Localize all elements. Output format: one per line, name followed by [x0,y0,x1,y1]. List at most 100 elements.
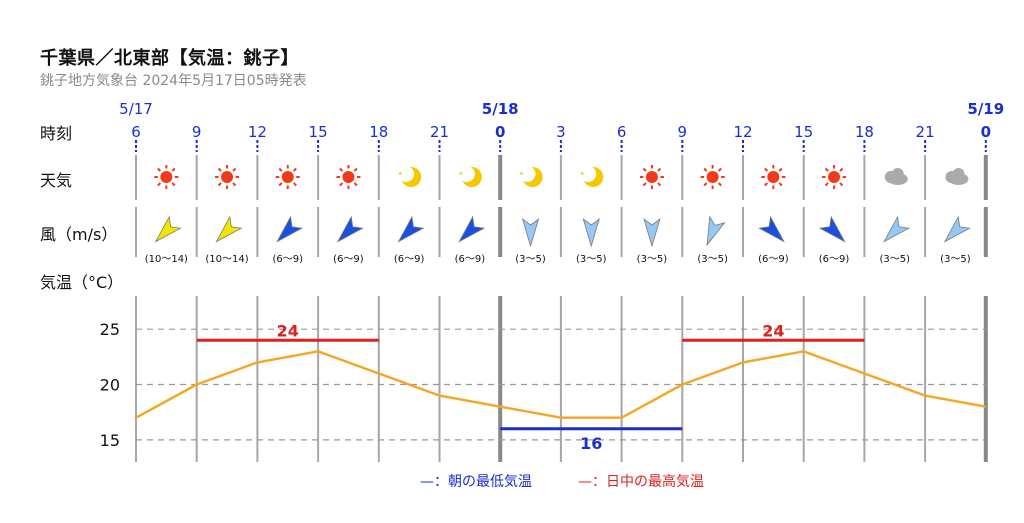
cloud-part [952,168,965,180]
hour-label: 18 [855,123,874,141]
hour-label: 15 [794,123,813,141]
sun-ray [232,182,237,187]
sun-ray [278,167,283,172]
sun-ray [764,167,769,172]
moon-shadow [458,166,475,182]
wind-arrow-icon [643,217,661,248]
sun-core [342,171,355,183]
page-title: 千葉県／北東部【気温：銚子】 [40,48,299,69]
wind-arrow-icon [582,217,600,248]
cloud-icon [884,168,908,185]
hour-label: 0 [495,123,505,141]
wind-arrow-icon [458,215,486,243]
cloud-part [891,168,904,180]
wind-arrow-shape [943,215,971,243]
sun-icon [700,165,725,189]
sun-icon [154,165,179,189]
sun-core [767,171,780,183]
legend-max: —：日中の最高気温 [578,473,704,490]
sun-ray [293,182,297,187]
wind-arrow-icon [397,215,425,243]
sun-core [160,171,173,183]
max-temp-label: 24 [762,321,784,340]
moon-icon [519,166,543,187]
moon-icon [458,166,482,187]
sun-ray [657,167,662,172]
wind-arrow-icon [215,215,243,243]
sun-ray [353,167,358,172]
sun-ray [339,182,344,187]
moon-shadow [519,166,536,182]
sun-ray [778,167,783,172]
wind-speed-label: (6〜9) [819,254,850,265]
hour-label: 9 [678,123,688,141]
moon-star [519,171,524,175]
sun-ray [839,167,844,172]
sun-core [706,171,719,183]
issuer-subtitle: 銚子地方気象台 2024年5月17日05時発表 [40,73,307,89]
moon-star [580,171,585,175]
wind-speed-label: (3〜5) [576,254,607,265]
sun-ray [157,182,162,187]
wind-arrow-shape [154,215,182,243]
y-tick-label: 20 [100,376,120,395]
moon-star [458,171,463,175]
wind-arrow-icon [521,217,540,248]
time-row-label: 時刻 [40,124,72,143]
sun-ray [657,182,662,187]
sun-ray [217,167,222,172]
sun-ray [717,167,722,172]
sun-icon [336,165,361,189]
wind-arrow-shape [458,215,486,243]
hour-label: 15 [309,123,328,141]
wind-speed-label: (3〜5) [515,254,546,265]
sun-icon [639,165,664,189]
sun-ray [824,182,829,187]
hour-label: 6 [617,123,627,141]
wind-arrow-shape [757,215,785,243]
wind-speed-label: (6〜9) [272,254,303,265]
sun-ray [839,182,844,187]
wind-speed-label: (3〜5) [940,254,971,265]
wind-speed-label: (6〜9) [455,254,486,265]
wind-arrow-shape [883,215,911,243]
weather-row-label: 天気 [40,171,72,190]
sun-ray [232,167,237,172]
sun-ray [278,182,283,187]
sun-ray [717,182,722,187]
wind-arrow-shape [276,215,304,243]
hour-label: 6 [131,123,141,141]
wind-speed-label: (10〜14) [145,254,188,265]
wind-arrow-icon [336,215,364,243]
wind-arrow-shape [582,217,600,248]
sun-ray [824,167,829,172]
sun-icon [215,165,240,189]
wind-speed-label: (10〜14) [205,254,248,265]
max-temp-label: 24 [277,321,299,340]
hour-label: 0 [981,123,991,141]
moon-shadow [580,166,597,182]
sun-ray [353,182,358,187]
wind-arrow-icon [706,215,726,247]
moon-star [398,171,403,175]
wind-speed-label: (6〜9) [758,254,789,265]
wind-arrow-shape [336,215,364,243]
min-temp-label: 16 [580,434,602,453]
hour-label: 12 [248,123,267,141]
date-label: 5/17 [119,100,153,118]
wind-arrow-shape [706,215,726,247]
legend-min: —：朝の最低気温 [420,474,532,490]
wind-arrow-icon [883,215,911,243]
wind-arrow-shape [397,215,425,243]
date-label: 5/18 [482,100,519,118]
wind-speed-label: (6〜9) [333,254,364,265]
sun-ray [703,167,708,172]
sun-ray [642,167,647,172]
moon-icon [398,166,422,187]
date-label: 5/19 [967,100,1004,118]
hour-label: 9 [192,123,202,141]
y-tick-label: 15 [100,431,120,450]
sun-icon [761,165,786,189]
sun-ray [217,182,222,187]
